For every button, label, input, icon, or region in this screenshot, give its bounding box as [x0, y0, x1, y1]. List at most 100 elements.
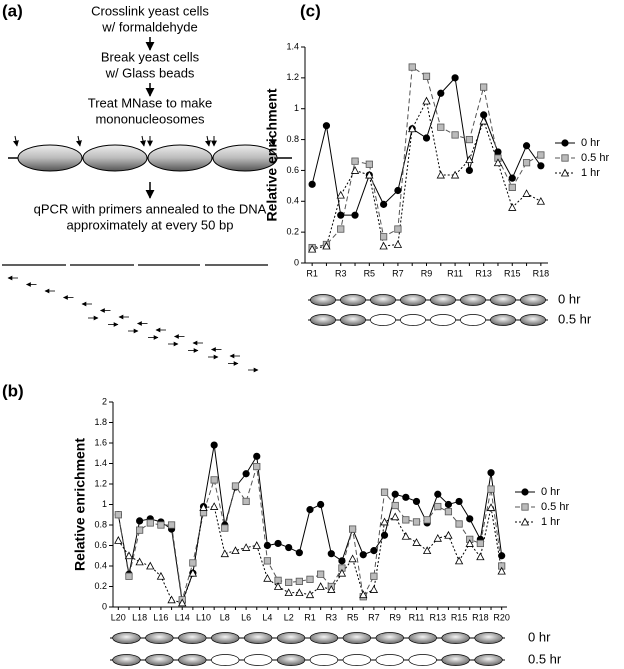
marker [359, 590, 368, 599]
marker [136, 517, 144, 525]
legend-label: 0 hr [581, 137, 600, 149]
marker [422, 546, 432, 555]
marker [338, 557, 346, 565]
marker [199, 503, 208, 511]
nucleosome [342, 654, 372, 666]
x-tick-label: L16 [153, 612, 168, 622]
step-text: Crosslink yeast cells [91, 3, 209, 18]
y-tick-label: 0.8 [286, 134, 299, 144]
marker [253, 462, 261, 471]
nucleosome [276, 632, 306, 644]
legend-label: 1 hr [541, 516, 560, 528]
step-text: Break yeast cells [101, 49, 200, 64]
y-tick-label: 1.4 [94, 458, 107, 468]
marker [465, 166, 473, 175]
nucleosome [243, 632, 273, 644]
marker [241, 543, 251, 551]
marker [157, 521, 165, 529]
nucleosome [112, 632, 141, 644]
marker [370, 547, 378, 555]
y-tick-label: 0.2 [94, 581, 107, 591]
marker [408, 124, 417, 133]
x-tick-label: R15 [451, 612, 468, 622]
marker [369, 585, 379, 593]
marker [455, 520, 463, 528]
marker [114, 536, 123, 544]
marker [522, 189, 531, 197]
nucleosome [441, 654, 470, 666]
y-tick-label: 1.6 [94, 437, 107, 447]
marker [486, 503, 496, 511]
marker [401, 531, 411, 540]
nucleosome [340, 314, 366, 326]
y-tick-label: 1 [294, 103, 299, 113]
nucleosome-array [8, 135, 292, 172]
marker [537, 162, 545, 170]
x-tick-label: R15 [504, 268, 521, 278]
marker [422, 72, 431, 80]
marker [522, 142, 531, 150]
marker [351, 157, 359, 165]
marker [494, 148, 502, 156]
step-text: w/ formaldehyde [101, 19, 197, 34]
marker [274, 539, 282, 548]
marker [146, 561, 155, 570]
marker [380, 531, 389, 539]
x-tick-label: L2 [284, 612, 294, 622]
marker [306, 575, 314, 583]
marker [210, 476, 218, 484]
marker [220, 549, 229, 558]
y-tick-label: 0.8 [94, 519, 107, 529]
y-axis-label: Relative enrichment [72, 438, 88, 571]
marker [422, 96, 431, 105]
marker [327, 585, 336, 593]
x-tick-label: L18 [132, 612, 147, 622]
x-tick-label: R5 [364, 268, 376, 278]
x-tick-label: L14 [175, 612, 190, 622]
nucleosome [370, 294, 396, 306]
marker [189, 559, 197, 567]
marker [433, 533, 442, 542]
marker [522, 159, 531, 167]
marker [412, 497, 421, 506]
x-tick-label: L8 [220, 612, 230, 622]
nucleosome [520, 314, 546, 326]
nucleosome [490, 314, 516, 326]
marker [188, 568, 198, 577]
marker [124, 551, 134, 560]
panel-label: (b) [2, 381, 24, 400]
nucleosome [408, 654, 437, 666]
marker [379, 241, 388, 250]
nucleosome [375, 654, 404, 666]
marker [231, 482, 240, 490]
panel-label: (c) [300, 1, 321, 20]
legend-label: 0.5 hr [581, 152, 609, 164]
track-label: 0.5 hr [558, 311, 592, 326]
marker [487, 485, 495, 493]
marker [370, 572, 378, 580]
marker [336, 190, 345, 199]
marker [487, 469, 495, 477]
primer-diagram [2, 264, 268, 373]
x-tick-label: L10 [196, 612, 211, 622]
legend-marker [521, 488, 529, 496]
nucleosome [370, 314, 396, 326]
marker [436, 170, 445, 179]
x-tick-label: R11 [409, 612, 425, 622]
marker [307, 244, 317, 253]
marker [308, 180, 316, 188]
marker [317, 570, 325, 578]
x-tick-label: R18 [533, 268, 550, 278]
x-tick-label: R1 [304, 612, 316, 622]
nucleosome [309, 632, 339, 644]
x-tick-label: R5 [347, 612, 359, 622]
marker [465, 135, 473, 144]
nucleosome [430, 314, 456, 326]
legend-label: 1 hr [581, 167, 600, 179]
marker [210, 441, 218, 449]
marker [479, 116, 488, 125]
marker [380, 517, 389, 526]
marker [437, 89, 445, 97]
marker [285, 578, 293, 587]
